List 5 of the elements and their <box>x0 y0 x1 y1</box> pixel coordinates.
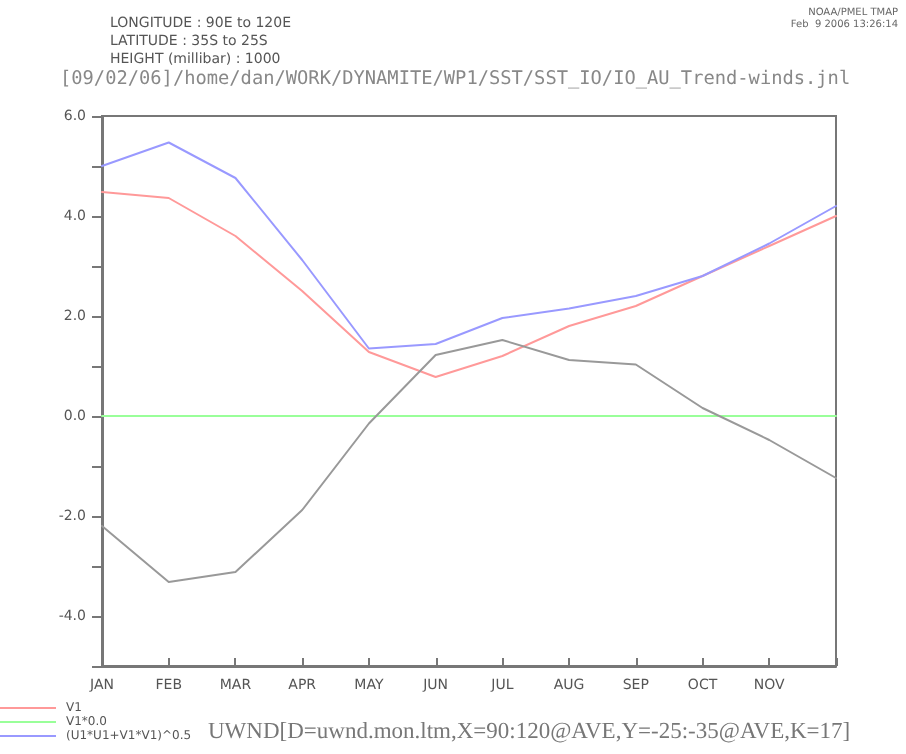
x-axis-title: UWND[D=uwnd.mon.ltm,X=90:120@AVE,Y=-25:-35@AVE,K=17] <box>208 720 851 744</box>
line-series <box>101 191 837 378</box>
chart-title: [09/02/06]/home/dan/WORK/DYNAMITE/WP1/SST/SST_IO/IO_AU_Trend-winds.jnl <box>60 68 851 90</box>
line-series <box>101 339 837 583</box>
line-series <box>101 141 837 350</box>
